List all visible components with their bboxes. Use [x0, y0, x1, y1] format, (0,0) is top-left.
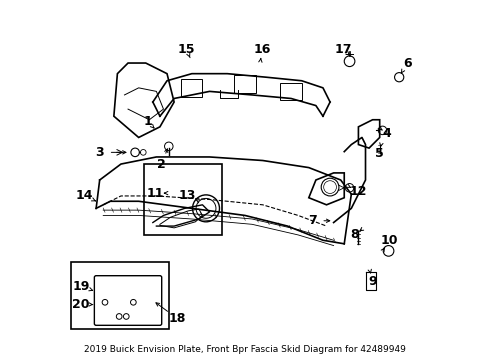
Text: 7: 7: [308, 214, 317, 227]
Text: 16: 16: [253, 43, 270, 56]
Text: 17: 17: [335, 43, 352, 56]
Text: 11: 11: [147, 186, 165, 199]
Text: 12: 12: [350, 185, 367, 198]
Bar: [144, 164, 222, 235]
Text: 8: 8: [350, 229, 359, 242]
Text: 19: 19: [73, 280, 90, 293]
Text: 13: 13: [179, 189, 196, 202]
Text: 6: 6: [403, 57, 412, 69]
Text: 14: 14: [76, 189, 94, 202]
Text: 2019 Buick Envision Plate, Front Bpr Fascia Skid Diagram for 42489949: 2019 Buick Envision Plate, Front Bpr Fas…: [84, 345, 406, 354]
Text: 15: 15: [178, 43, 196, 56]
Text: 2: 2: [157, 158, 166, 171]
Bar: [234, 76, 256, 93]
Text: 9: 9: [368, 275, 377, 288]
Text: 4: 4: [382, 127, 391, 140]
Bar: [280, 82, 302, 100]
Bar: [181, 79, 202, 97]
Text: 10: 10: [381, 234, 398, 247]
Text: 5: 5: [374, 147, 383, 160]
Text: 1: 1: [143, 115, 152, 128]
Text: 18: 18: [168, 312, 186, 325]
Bar: [72, 261, 169, 329]
Text: 3: 3: [96, 146, 104, 159]
Text: 20: 20: [73, 298, 90, 311]
